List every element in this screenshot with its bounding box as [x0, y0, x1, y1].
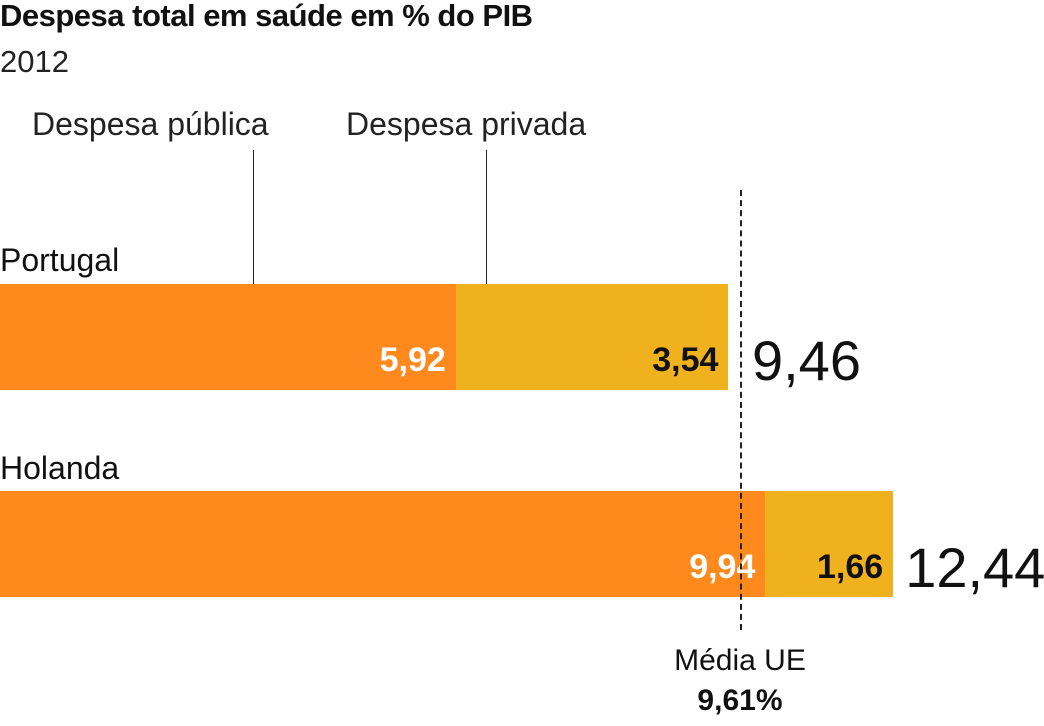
median-value: 9,61% — [697, 684, 783, 717]
bar-holanda-private: 1,66 — [765, 491, 894, 597]
bar-portugal-private: 3,54 — [455, 284, 729, 390]
median-label: Média UE — [674, 644, 806, 677]
total-label-portugal: 9,46 — [751, 329, 861, 392]
legend-public: Despesa pública — [32, 106, 269, 142]
chart-title: Despesa total em saúde em % do PIB — [0, 0, 533, 33]
bar-value-label: 9,94 — [689, 548, 756, 586]
category-label-holanda: Holanda — [0, 450, 120, 486]
category-label-portugal: Portugal — [0, 242, 120, 278]
bar-value-label: 1,66 — [817, 548, 884, 586]
legend-leader-public — [253, 150, 254, 284]
bar-value-label: 3,54 — [652, 341, 719, 379]
bar-value-label: 5,92 — [379, 341, 446, 379]
median-line — [739, 190, 742, 630]
chart-subtitle: 2012 — [0, 44, 69, 79]
legend-private: Despesa privada — [346, 106, 587, 142]
bar-holanda-public: 9,94 — [0, 491, 766, 597]
legend-leader-private — [486, 150, 487, 284]
bar-portugal-public: 5,92 — [0, 284, 456, 390]
total-label-holanda: 12,44 — [905, 536, 1044, 599]
